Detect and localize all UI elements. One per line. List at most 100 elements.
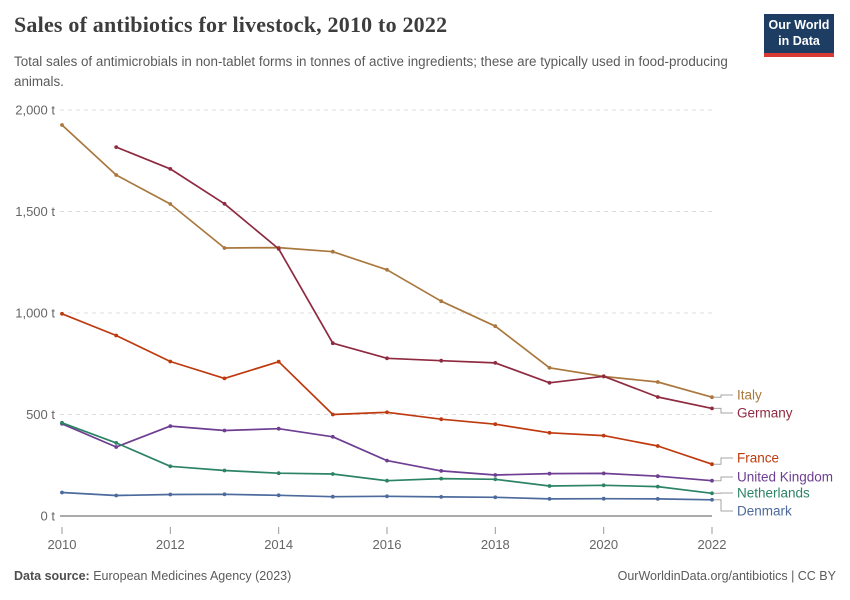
- data-point-france: [385, 410, 389, 415]
- data-point-france: [601, 433, 606, 438]
- data-point-united-kingdom: [168, 424, 173, 428]
- data-point-netherlands: [330, 472, 335, 476]
- label-connector-germany: [714, 407, 733, 414]
- data-point-italy: [222, 246, 227, 250]
- data-point-united-kingdom: [222, 428, 227, 433]
- data-point-united-kingdom: [547, 471, 552, 476]
- data-point-denmark: [168, 492, 173, 497]
- data-point-netherlands: [385, 478, 389, 483]
- data-point-france: [60, 311, 64, 316]
- data-point-italy: [168, 202, 173, 206]
- chart-subtitle: Total sales of antimicrobials in non-tab…: [14, 54, 728, 90]
- data-point-netherlands: [710, 491, 714, 496]
- x-tick-label: 2012: [156, 537, 185, 552]
- y-tick-label: 1,000 t: [15, 306, 55, 321]
- series-label-italy[interactable]: Italy: [737, 388, 762, 403]
- data-point-italy: [439, 299, 444, 304]
- data-point-germany: [655, 395, 660, 399]
- data-point-united-kingdom: [330, 434, 335, 439]
- data-point-netherlands: [114, 441, 119, 445]
- owid-logo: Our World in Data: [764, 14, 834, 57]
- data-point-denmark: [601, 496, 606, 501]
- data-point-france: [547, 430, 552, 435]
- series-label-united-kingdom[interactable]: United Kingdom: [737, 470, 833, 485]
- owid-logo-line1: Our World: [768, 18, 830, 32]
- label-connector-italy: [714, 394, 733, 398]
- data-point-denmark: [655, 497, 660, 501]
- data-point-denmark: [114, 493, 119, 498]
- series-label-netherlands[interactable]: Netherlands: [737, 486, 810, 501]
- data-point-denmark: [493, 495, 498, 500]
- data-point-denmark: [385, 494, 389, 499]
- data-point-denmark: [60, 490, 64, 495]
- label-connector-france: [714, 457, 733, 465]
- data-point-italy: [710, 395, 714, 400]
- data-point-germany: [439, 358, 444, 363]
- data-point-italy: [547, 365, 552, 370]
- x-tick-label: 2014: [264, 537, 293, 552]
- data-point-denmark: [547, 497, 552, 501]
- data-source: Data source: European Medicines Agency (…: [14, 569, 291, 583]
- data-point-netherlands: [168, 464, 173, 469]
- x-tick-label: 2022: [698, 537, 727, 552]
- data-point-germany: [222, 201, 227, 206]
- series-line-france: [61, 313, 713, 466]
- data-point-united-kingdom: [385, 458, 389, 463]
- y-tick-label: 0 t: [41, 509, 56, 524]
- data-point-denmark: [710, 497, 714, 502]
- data-point-france: [168, 359, 173, 364]
- data-point-germany: [601, 374, 606, 379]
- data-point-united-kingdom: [276, 426, 281, 431]
- x-tick-label: 2010: [48, 537, 77, 552]
- series-label-germany[interactable]: Germany: [737, 406, 793, 421]
- data-point-italy: [60, 123, 64, 127]
- data-point-netherlands: [222, 468, 227, 473]
- data-point-germany: [276, 247, 281, 251]
- label-connector-denmark: [714, 499, 733, 512]
- data-source-text: European Medicines Agency (2023): [93, 569, 292, 583]
- data-point-denmark: [222, 492, 227, 497]
- data-point-germany: [493, 361, 498, 365]
- data-point-germany: [385, 356, 389, 361]
- data-point-germany: [168, 167, 173, 171]
- y-tick-label: 500 t: [26, 407, 55, 422]
- data-point-denmark: [330, 494, 335, 499]
- data-point-germany: [114, 145, 119, 150]
- data-point-united-kingdom: [114, 445, 119, 449]
- owid-logo-line2: in Data: [778, 34, 820, 49]
- y-tick-label: 1,500 t: [15, 204, 55, 219]
- data-point-france: [222, 376, 227, 381]
- series-label-denmark[interactable]: Denmark: [737, 504, 792, 519]
- data-point-united-kingdom: [439, 469, 444, 473]
- x-tick-label: 2018: [481, 537, 510, 552]
- data-point-italy: [655, 380, 660, 384]
- data-point-united-kingdom: [601, 471, 606, 476]
- data-point-netherlands: [655, 484, 660, 489]
- data-point-netherlands: [276, 471, 281, 476]
- data-point-france: [114, 333, 119, 338]
- data-point-italy: [114, 173, 119, 177]
- data-point-italy: [330, 249, 335, 254]
- data-point-france: [439, 417, 444, 422]
- chart-footer: Data source: European Medicines Agency (…: [0, 566, 850, 592]
- data-point-netherlands: [601, 483, 606, 488]
- data-point-germany: [710, 406, 714, 411]
- data-point-united-kingdom: [493, 473, 498, 477]
- data-point-netherlands: [439, 476, 444, 481]
- data-point-italy: [385, 267, 389, 272]
- series-line-germany: [115, 146, 713, 410]
- page-title: Sales of antibiotics for livestock, 2010…: [14, 12, 448, 37]
- label-connector-united-kingdom: [714, 476, 733, 482]
- data-point-germany: [330, 341, 335, 346]
- data-point-france: [710, 462, 714, 467]
- series-label-france[interactable]: France: [737, 451, 779, 466]
- x-tick-label: 2016: [373, 537, 402, 552]
- credit-link[interactable]: OurWorldinData.org/antibiotics | CC BY: [617, 569, 836, 583]
- data-point-france: [276, 359, 281, 364]
- y-tick-label: 2,000 t: [15, 103, 55, 118]
- series-line-netherlands: [61, 422, 713, 495]
- data-point-france: [493, 422, 498, 427]
- data-point-france: [330, 412, 335, 417]
